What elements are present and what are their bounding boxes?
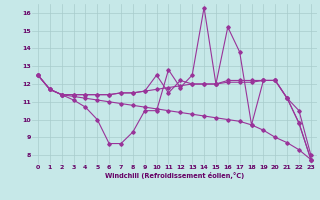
X-axis label: Windchill (Refroidissement éolien,°C): Windchill (Refroidissement éolien,°C) bbox=[105, 172, 244, 179]
